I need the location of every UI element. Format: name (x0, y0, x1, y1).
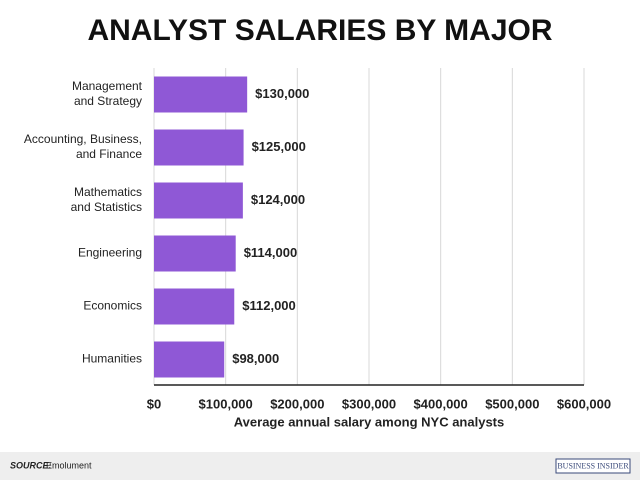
x-tick-label: $100,000 (199, 396, 253, 411)
x-axis-label: Average annual salary among NYC analysts (234, 414, 504, 429)
y-tick-label: Accounting, Business, (24, 132, 142, 146)
value-label: $112,000 (242, 298, 296, 313)
x-tick-label: $500,000 (485, 396, 539, 411)
bar (154, 76, 248, 113)
x-tick-label: $300,000 (342, 396, 396, 411)
bar (154, 288, 235, 325)
y-tick-label: and Statistics (71, 200, 142, 214)
y-tick-label: and Strategy (74, 94, 142, 108)
y-tick-label: Engineering (78, 246, 142, 260)
x-tick-label: $400,000 (414, 396, 468, 411)
bar (154, 129, 244, 166)
bar (154, 182, 243, 219)
y-tick-label: Mathematics (74, 185, 142, 199)
x-tick-label: $200,000 (270, 396, 324, 411)
logo: BUSINESS INSIDER (557, 461, 629, 470)
logo-box (555, 458, 631, 474)
y-tick-label: Management (72, 79, 143, 93)
bar (154, 341, 225, 378)
y-tick-label: Humanities (82, 352, 142, 366)
y-tick-label: Economics (83, 299, 142, 313)
x-tick-label: $600,000 (557, 396, 611, 411)
value-label: $114,000 (244, 245, 298, 260)
chart-title: ANALYST SALARIES BY MAJOR (87, 14, 552, 47)
source-label: SOURCE: (10, 460, 52, 470)
value-label: $130,000 (255, 86, 309, 101)
bar (154, 235, 236, 272)
value-label: $125,000 (252, 139, 306, 154)
x-tick-label: $0 (147, 396, 161, 411)
value-label: $98,000 (232, 351, 279, 366)
y-tick-label: and Finance (76, 147, 142, 161)
source: Emolument (46, 460, 92, 470)
footer-band (0, 452, 640, 480)
value-label: $124,000 (251, 192, 305, 207)
